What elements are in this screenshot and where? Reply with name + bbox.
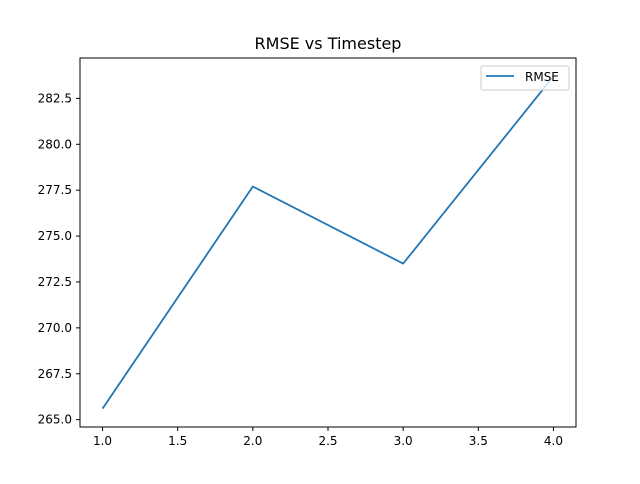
y-tick-label: 267.5 <box>38 367 72 381</box>
y-tick-label: 275.0 <box>38 229 72 243</box>
y-tick-label: 265.0 <box>38 413 72 427</box>
x-tick-label: 3.5 <box>469 434 488 448</box>
plot-area-frame <box>79 57 577 428</box>
x-tick-label: 3.0 <box>394 434 413 448</box>
x-tick-label: 2.0 <box>243 434 262 448</box>
y-tick-label: 282.5 <box>38 91 72 105</box>
legend-label-rmse: RMSE <box>525 70 559 84</box>
y-axis-ticks: 265.0 267.5 270.0 272.5 275.0 277.5 280.0 282.5 <box>38 91 80 427</box>
x-tick-label: 2.5 <box>318 434 337 448</box>
series-layer <box>101 75 555 410</box>
x-axis-ticks: 1.0 1.5 2.0 2.5 3.0 3.5 4.0 <box>93 427 563 448</box>
y-tick-label: 280.0 <box>38 137 72 151</box>
y-tick-label: 270.0 <box>38 321 72 335</box>
legend-frame <box>480 65 570 91</box>
x-tick-label: 4.0 <box>544 434 563 448</box>
x-tick-label: 1.5 <box>168 434 187 448</box>
y-tick-label: 272.5 <box>38 275 72 289</box>
y-tick-label: 277.5 <box>38 183 72 197</box>
chart-title: RMSE vs Timestep <box>255 34 402 53</box>
series-line-rmse <box>101 75 555 410</box>
legend: RMSE <box>480 65 570 91</box>
x-tick-label: 1.0 <box>93 434 112 448</box>
